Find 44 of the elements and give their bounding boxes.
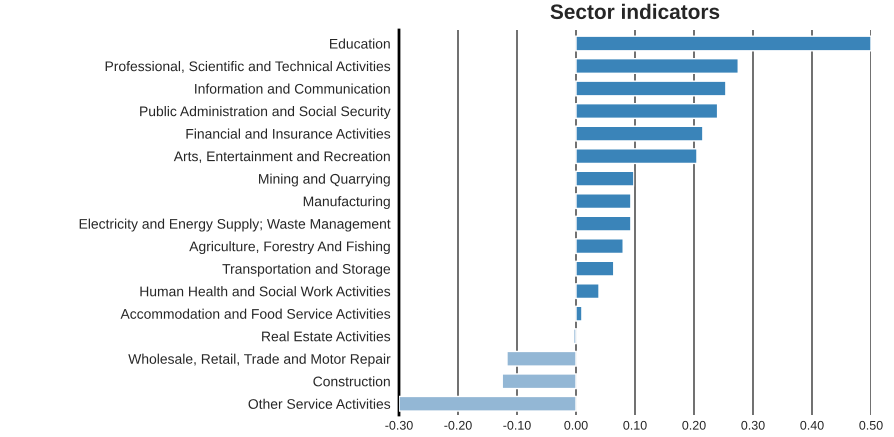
bar <box>575 306 583 322</box>
bar <box>575 80 727 97</box>
bar <box>575 126 704 142</box>
x-tick-label: 0.30 <box>741 420 765 430</box>
bar <box>575 238 624 254</box>
y-tick-label: Real Estate Activities <box>262 331 390 342</box>
bar <box>506 350 577 367</box>
bar <box>575 260 614 277</box>
bar <box>572 328 577 344</box>
bar <box>502 373 577 390</box>
y-tick-label: Mining and Quarrying <box>259 174 390 187</box>
x-tick-label: -0.10 <box>503 420 531 430</box>
y-tick-label: Construction <box>313 376 390 386</box>
x-tick-label: 0.20 <box>682 420 706 430</box>
bar <box>575 58 739 74</box>
bar <box>399 396 577 412</box>
y-tick-label: Other Service Activities <box>248 398 390 409</box>
y-tick-label: Manufacturing <box>304 196 390 210</box>
bar <box>575 103 718 120</box>
chart-title: Sector indicators <box>550 4 720 20</box>
y-tick-label: Accommodation and Food Service Activities <box>120 308 390 319</box>
y-tick-label: Professional, Scientific and Technical Activities <box>106 60 390 73</box>
y-tick-label: Education <box>330 38 390 49</box>
y-tick-label: Information and Communication <box>195 84 390 94</box>
bar <box>575 283 600 300</box>
y-tick-label: Financial and Insurance Activities <box>186 128 390 139</box>
y-tick-label: Transportation and Storage <box>222 264 390 277</box>
x-tick-label: 0.40 <box>800 420 824 430</box>
x-tick-label: 0.10 <box>623 420 647 430</box>
x-tick-label: 0.00 <box>564 420 588 430</box>
y-tick-label: Agriculture, Forestry And Fishing <box>189 241 390 254</box>
bar <box>575 148 698 164</box>
y-tick-label: Wholesale, Retail, Trade and Motor Repair <box>128 354 390 367</box>
bar <box>575 35 871 52</box>
bar <box>575 216 632 232</box>
y-tick-label: Electricity and Energy Supply; Waste Management <box>80 218 391 232</box>
x-tick-label: -0.20 <box>444 420 472 430</box>
x-tick-label: -0.30 <box>385 420 413 430</box>
bar <box>575 170 635 187</box>
y-tick-label: Arts, Entertainment and Recreation <box>174 151 390 163</box>
y-tick-label: Public Administration and Social Security <box>140 106 391 119</box>
y-tick-label: Human Health and Social Work Activities <box>140 286 390 296</box>
bar <box>575 193 632 210</box>
x-tick-label: 0.50 <box>859 420 883 430</box>
